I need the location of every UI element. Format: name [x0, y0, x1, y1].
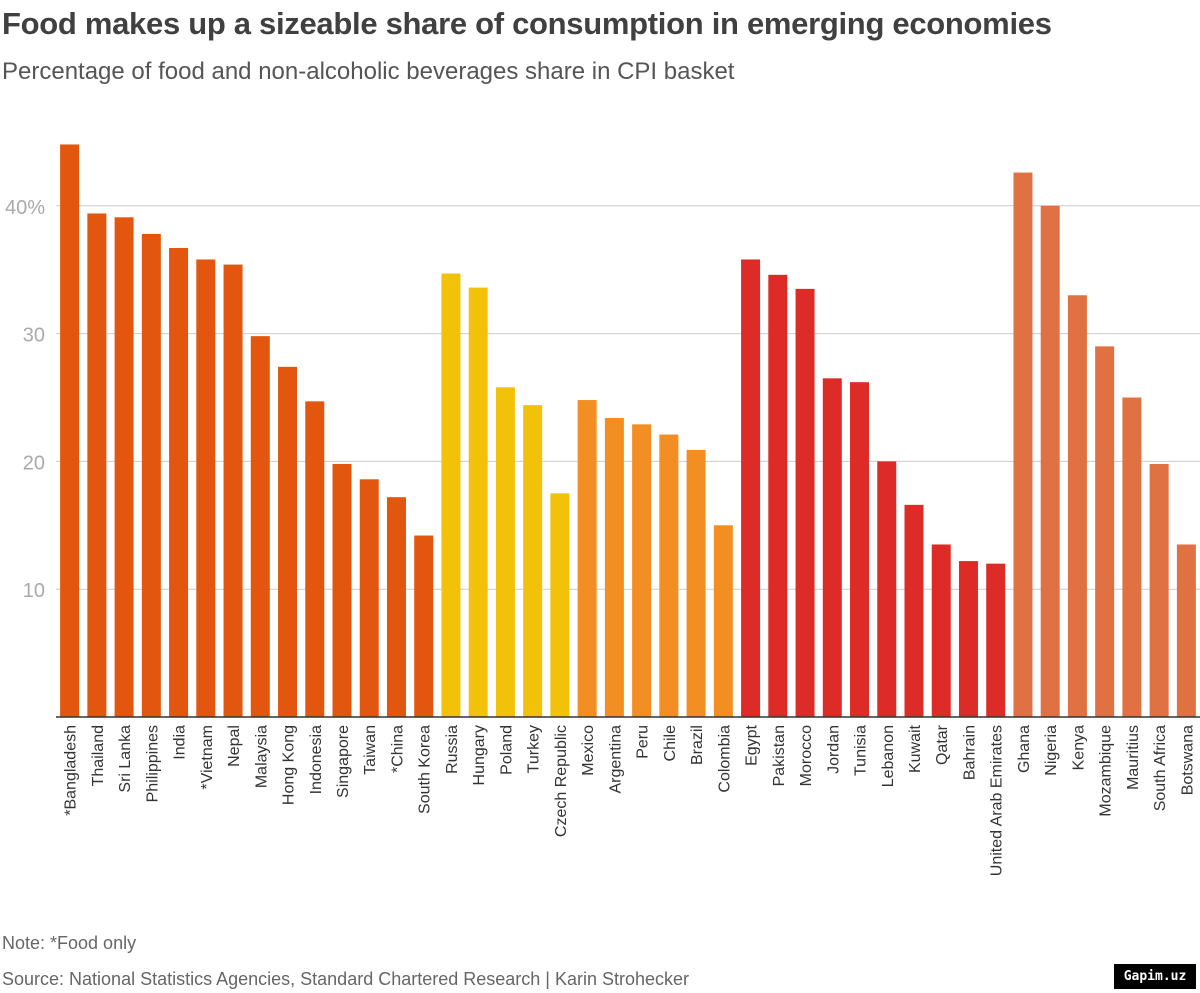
bar [741, 259, 761, 717]
bar [523, 405, 543, 717]
x-tick-label: Pakistan [771, 725, 788, 786]
bar [278, 366, 298, 717]
bar [768, 274, 788, 717]
x-tick-label: Ghana [1016, 725, 1033, 773]
x-tick-label: Morocco [798, 725, 815, 786]
x-tick-label: Indonesia [308, 725, 325, 794]
x-tick-label: South Africa [1152, 725, 1169, 811]
bar-chart: 10 20 30 40% *Bangladesh Thailand Sri Lanka Phi… [5, 144, 1200, 876]
x-tick-label: Turkey [526, 725, 543, 773]
bar [1176, 544, 1196, 717]
chart-subtitle: Percentage of food and non-alcoholic bev… [2, 58, 735, 85]
bar [114, 217, 134, 717]
bar [1067, 295, 1087, 717]
bar [1122, 397, 1142, 717]
x-tick-label: *Vietnam [199, 725, 216, 790]
x-tick-label: Philippines [144, 725, 161, 802]
x-tick-label: Kenya [1070, 725, 1087, 770]
bar [986, 563, 1006, 717]
bar [386, 497, 406, 717]
bar [822, 378, 842, 717]
chart-title: Food makes up a sizeable share of consum… [2, 6, 1052, 41]
bar [359, 479, 379, 717]
x-tick-label: Malaysia [253, 725, 270, 788]
bar [850, 382, 870, 717]
x-tick-label: Egypt [744, 724, 761, 765]
x-tick-label: Mauritius [1125, 725, 1142, 790]
bar [632, 424, 652, 717]
x-tick-label: Kuwait [907, 724, 924, 773]
bar [223, 264, 243, 717]
bar [904, 504, 924, 717]
y-tick-label: 10 [23, 580, 45, 602]
bar [305, 401, 325, 717]
x-tick-label: Nigeria [1043, 725, 1060, 776]
bar [495, 387, 515, 717]
x-tick-label: Chile [662, 725, 679, 762]
x-tick-label: South Korea [417, 725, 434, 814]
bar [958, 561, 978, 717]
y-tick-label: 30 [23, 325, 45, 347]
x-tick-label: Qatar [934, 724, 951, 765]
bar [1149, 463, 1169, 717]
bar [169, 247, 189, 717]
x-tick-label: Nepal [226, 725, 243, 767]
x-tick-label: Colombia [716, 725, 733, 793]
bar [196, 259, 216, 717]
bar [877, 461, 897, 717]
y-tick-label: 40% [5, 197, 45, 219]
x-tick-label: Mozambique [1098, 725, 1115, 817]
x-tick-label: Peru [635, 725, 652, 759]
x-tick-label: Poland [498, 725, 515, 775]
bar [60, 144, 80, 717]
bar [414, 535, 434, 717]
watermark-badge: Gapim.uz [1114, 964, 1196, 989]
x-tick-label: Brazil [689, 725, 706, 765]
bar [577, 400, 597, 717]
bar [87, 213, 107, 717]
bar [604, 417, 624, 717]
x-tick-label: Lebanon [880, 725, 897, 787]
y-tick-label: 20 [23, 452, 45, 474]
bar [795, 288, 815, 717]
bar [468, 287, 488, 717]
x-tick-label: Mexico [580, 725, 597, 776]
bar [441, 273, 461, 717]
x-tick-label: Hungary [471, 725, 488, 785]
x-tick-label: Botswana [1179, 725, 1196, 795]
x-tick-label: Jordan [825, 725, 842, 774]
x-tick-label: United Arab Emirates [989, 725, 1006, 876]
bar [250, 336, 270, 717]
bar [1013, 172, 1033, 717]
chart-source: Source: National Statistics Agencies, St… [2, 969, 690, 989]
chart-note: Note: *Food only [2, 933, 137, 953]
x-tick-label: Sri Lanka [117, 725, 134, 793]
x-tick-label: Singapore [335, 725, 352, 798]
bar [713, 525, 733, 717]
x-tick-label: Hong Kong [281, 725, 298, 805]
bar [332, 463, 352, 717]
x-tick-label: Argentina [607, 725, 624, 794]
x-tick-label: Bahrain [961, 725, 978, 780]
x-tick-label: Taiwan [362, 725, 379, 775]
bar [659, 434, 679, 717]
x-tick-label: Russia [444, 725, 461, 774]
bar [686, 449, 706, 717]
x-tick-label: India [172, 725, 189, 760]
x-tick-label: Thailand [90, 725, 107, 786]
bar [1095, 346, 1115, 717]
x-tick-label: Czech Republic [553, 725, 570, 837]
x-tick-label: *Bangladesh [63, 725, 80, 816]
bar [931, 544, 951, 717]
x-tick-label: *China [389, 725, 406, 773]
bar [550, 493, 570, 717]
bar [1040, 205, 1060, 718]
x-tick-label: Tunisia [853, 725, 870, 776]
bar [141, 233, 161, 717]
